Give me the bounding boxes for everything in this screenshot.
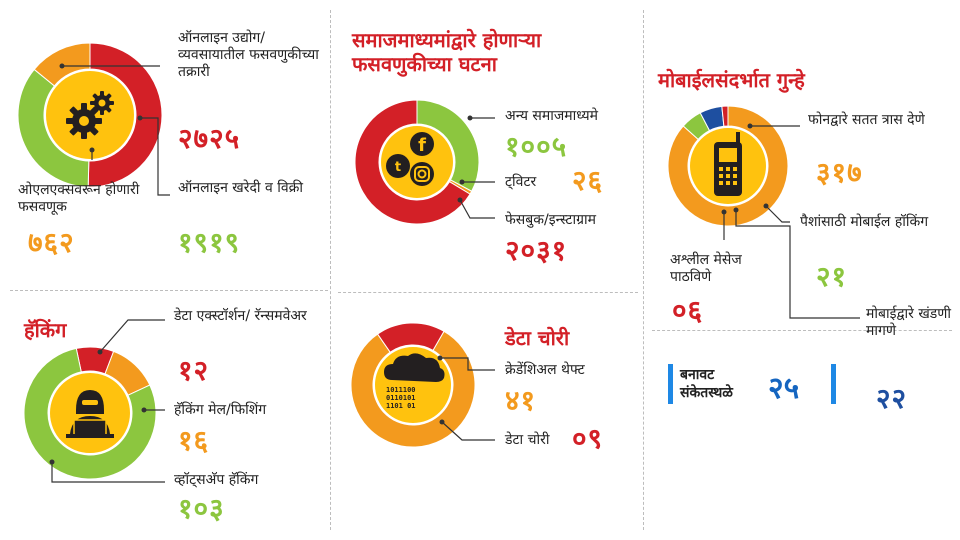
mobile-slice-3-value: २२: [876, 382, 908, 415]
data-theft-leader-lines: [437, 355, 495, 441]
mobile-slice-1-value: ३१७: [816, 156, 863, 189]
mobile-phone-icon: [714, 132, 742, 196]
online-slice-1-value: २७२५: [178, 122, 241, 155]
mobile-slice-4-label: अश्लील मेसेज पाठविणे: [670, 252, 742, 285]
online-slice-3-label: ओएलएक्सवरून होणारी फसवणूक: [18, 182, 140, 215]
banner-left-bar: [668, 364, 673, 404]
data-theft-slice-1-label: क्रेडेंशिअल थेफ्ट: [505, 362, 585, 378]
svg-text:0110101: 0110101: [386, 394, 416, 402]
banner-value: २५: [768, 371, 800, 406]
data-slice-1: [350, 330, 476, 448]
divider-right-horizontal: [652, 330, 952, 331]
hacking-leader-lines: [49, 319, 165, 483]
mobile-slice-2-label: पैशांसाठी मोबाईल हॉकिंग: [800, 214, 929, 230]
social-slice-3-value: २०३१: [505, 234, 568, 267]
svg-text:1101 01: 1101 01: [386, 402, 416, 410]
social-leader-lines: [457, 115, 495, 219]
social-media-icon: t f: [386, 132, 434, 186]
online-slice-1: [87, 42, 163, 188]
mobile-slice-4-value: ०६: [672, 294, 704, 327]
mobile-donut-chart: [667, 105, 789, 227]
social-slice-3: [354, 99, 471, 225]
social-donut-chart: [354, 99, 480, 225]
svg-text:1011100: 1011100: [386, 386, 416, 394]
social-title: समाजमाध्यमांद्वारे होणाऱ्या फसवणुकीच्या …: [352, 28, 542, 76]
social-slice-3-label: फेसबुक/इन्स्टाग्राम: [505, 212, 597, 228]
hacking-slice-3: [23, 347, 157, 480]
social-slice-2-value: २६: [572, 164, 604, 197]
hacking-slice-2-label: हॅकिंग मेल/फिशिंग: [174, 402, 267, 418]
hacking-slice-3-label: व्हॉट्सअ‍ॅप हॅकिंग: [174, 472, 259, 488]
hacking-slice-1-value: १२: [178, 354, 210, 387]
data-theft-title: डेटा चोरी: [505, 326, 570, 350]
banner-label: बनावट संकेतस्थळे: [680, 367, 733, 401]
hacking-slice-2-value: १६: [178, 424, 210, 457]
gears-icon: [66, 91, 114, 139]
data-theft-slice-2-value: ०९: [572, 422, 604, 455]
online-leader-lines: [59, 63, 170, 196]
mobile-slice-4: [721, 105, 729, 127]
online-slice-1-label: ऑनलाइन उद्योग/ व्यवसायातील फसवणुकीच्या त…: [178, 30, 319, 80]
svg-text:t: t: [395, 160, 401, 175]
fake-websites-banner: बनावट संकेतस्थळे २५: [668, 358, 836, 410]
mobile-slice-2-value: २१: [816, 260, 848, 293]
online-slice-2-label: ऑनलाइन खरेदी व विक्री: [178, 180, 304, 196]
online-slice-2-value: १९१९: [178, 226, 241, 259]
hacking-title: हॅकिंग: [24, 318, 67, 342]
hacker-icon: [66, 390, 114, 438]
social-slice-1-label: अन्य समाजमाध्यमे: [505, 108, 598, 124]
divider-middle-horizontal: [338, 292, 638, 293]
data-theft-slice-2-label: डेटा चोरी: [505, 432, 550, 448]
cloud-data-icon: 1011100 0110101 1101 01: [384, 353, 445, 410]
mobile-leader-lines: [721, 123, 860, 319]
hacking-slice-1-label: डेटा एक्स्टॉर्शन/ रॅन्समवेअर: [174, 308, 307, 324]
data-slice-2: [376, 322, 445, 353]
social-donut-center: [381, 126, 453, 198]
mobile-title: मोबाईलसंदर्भात गुन्हे: [658, 68, 805, 92]
social-slice-2-label: ट्विटर: [505, 174, 537, 190]
mobile-slice-1-label: फोनद्वारे सतत त्रास देणे: [808, 112, 925, 128]
mobile-slice-3-label: मोबाईद्वारे खंडणी मागणे: [866, 306, 952, 339]
social-slice-1-value: १००५: [505, 130, 568, 163]
svg-text:f: f: [418, 135, 426, 156]
mobile-slice-1: [667, 105, 789, 227]
divider-left-horizontal: [10, 290, 328, 291]
online-slice-3-value: ७६२: [28, 226, 75, 259]
data-theft-slice-1-value: ४१: [505, 384, 537, 417]
hacking-slice-3-value: १०३: [178, 492, 225, 525]
divider-right: [643, 10, 644, 530]
banner-right-bar: [831, 364, 836, 404]
divider-left: [330, 10, 331, 530]
